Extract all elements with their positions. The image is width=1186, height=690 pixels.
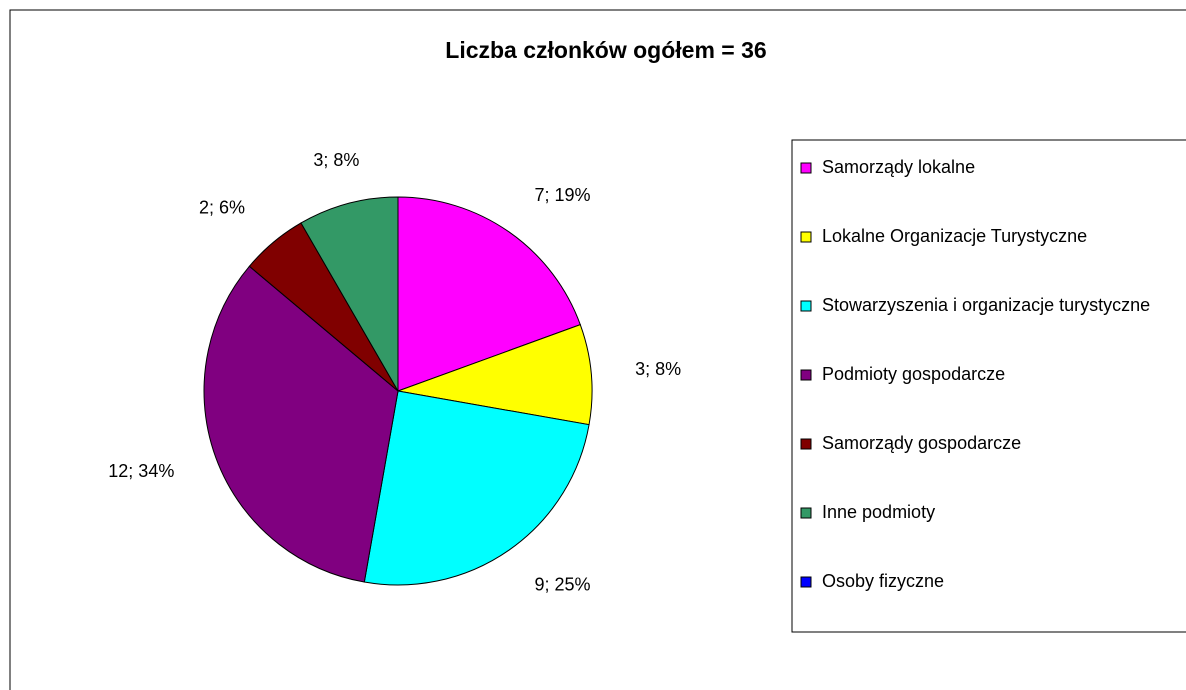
pie-slice [203, 265, 399, 583]
legend-label: Osoby fizyczne [822, 571, 944, 591]
data-label: 9; 25% [535, 575, 591, 595]
legend-label: Samorządy lokalne [822, 157, 975, 177]
pie-slice [300, 196, 399, 393]
legend-label: Samorządy gospodarcze [822, 433, 1021, 453]
legend-swatch [800, 231, 812, 243]
data-label: 3; 8% [635, 359, 681, 379]
pie-slice [397, 196, 581, 392]
legend-swatch [800, 300, 812, 312]
legend-label: Podmioty gospodarcze [822, 364, 1005, 384]
data-label: 3; 8% [313, 150, 359, 170]
pie-slice [396, 324, 593, 426]
legend-swatch [800, 438, 812, 450]
pie-slice [363, 390, 590, 586]
legend-swatch [800, 507, 812, 519]
data-label: 7; 19% [535, 185, 591, 205]
legend-swatch [800, 369, 812, 381]
data-label: 2; 6% [199, 197, 245, 217]
chart-title: Liczba członków ogółem = 36 [445, 37, 766, 63]
legend-label: Stowarzyszenia i organizacje turystyczne [822, 295, 1150, 315]
legend-label: Lokalne Organizacje Turystyczne [822, 226, 1087, 246]
legend-swatch [800, 576, 812, 588]
legend-label: Inne podmioty [822, 502, 935, 522]
legend-swatch [800, 162, 812, 174]
legend-box [791, 139, 1186, 633]
data-label: 12; 34% [108, 461, 174, 481]
